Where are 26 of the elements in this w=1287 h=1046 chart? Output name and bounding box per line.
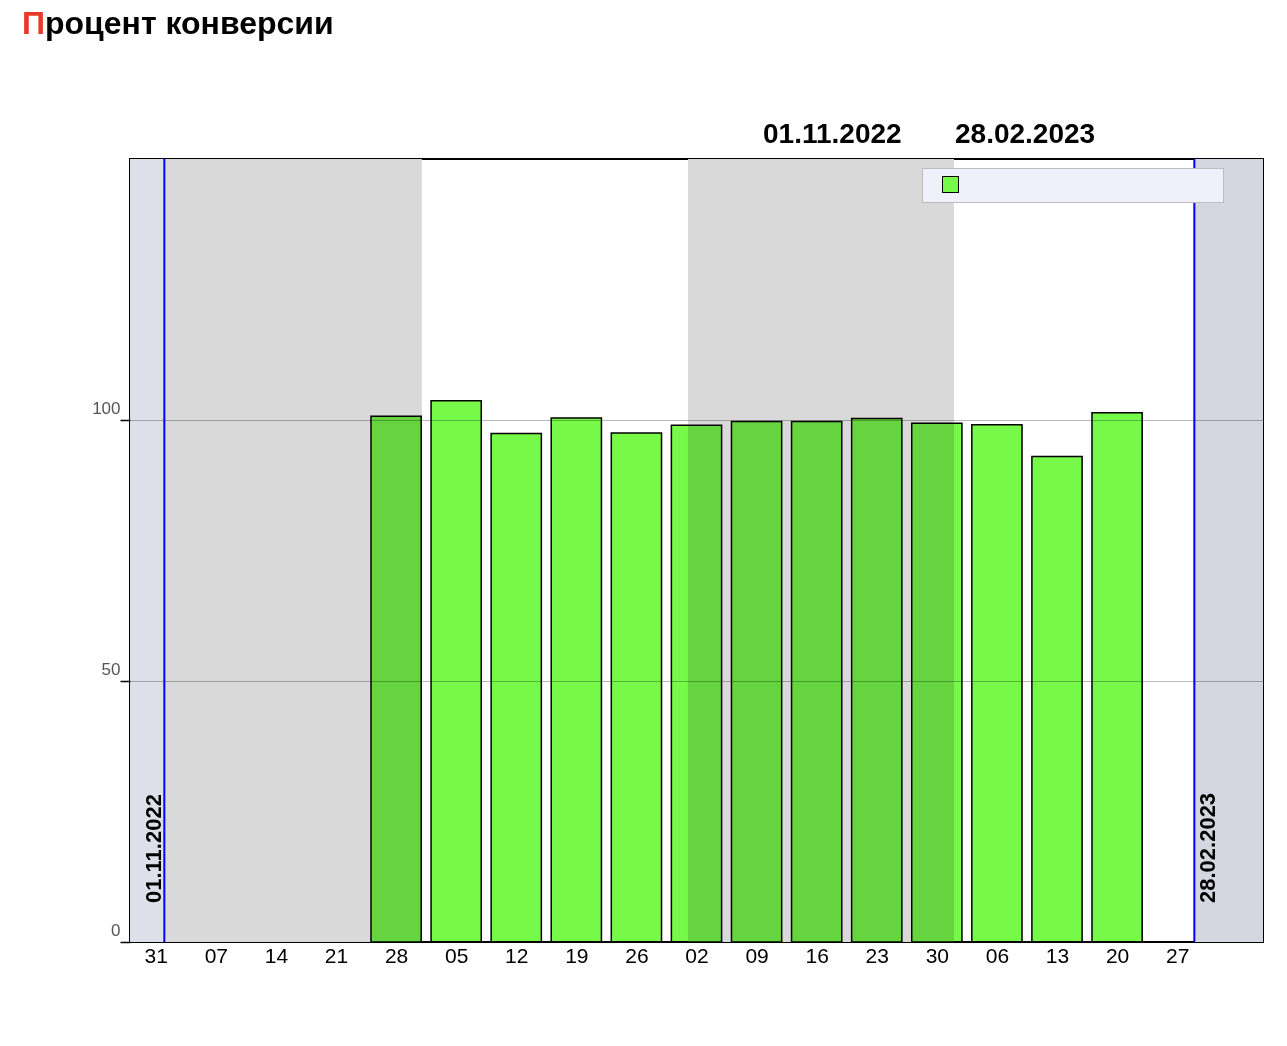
x-tick-label: 26 [625, 943, 649, 967]
x-tick-label: 05 [444, 943, 469, 967]
x-tick-label: 06 [985, 943, 1010, 967]
x-tick-label: 30 [925, 943, 950, 967]
chart-title: Процент конверсии [22, 4, 334, 43]
x-tick-label: 19 [565, 943, 589, 967]
x-tick-label: 14 [264, 943, 289, 967]
x-tick-label: 02 [685, 943, 709, 967]
x-tick-label: 16 [805, 943, 829, 967]
x-tick-label: 12 [505, 943, 529, 967]
ref-line-label: 28.02.2023 [1195, 792, 1221, 903]
y-tick-label: 0 [111, 920, 121, 940]
x-tick-label: 23 [865, 943, 889, 967]
x-tick-label: 28 [384, 943, 409, 967]
x-tick-label: 21 [324, 943, 349, 967]
y-tick-label: 100 [92, 398, 121, 418]
x-tick-label: 27 [1165, 943, 1190, 967]
x-tick-label: 13 [1045, 943, 1070, 967]
text: 28.02.2023 [955, 118, 1096, 149]
x-tick-label: 31 [144, 943, 168, 967]
text: 01.11.2022 [763, 118, 902, 149]
x-tick-label: 20 [1105, 943, 1130, 967]
x-tick-label: 07 [204, 943, 229, 967]
ref-line-label: 01.11.2022 [141, 794, 167, 903]
x-tick-label: 09 [745, 943, 769, 967]
y-tick-label: 50 [101, 659, 121, 679]
